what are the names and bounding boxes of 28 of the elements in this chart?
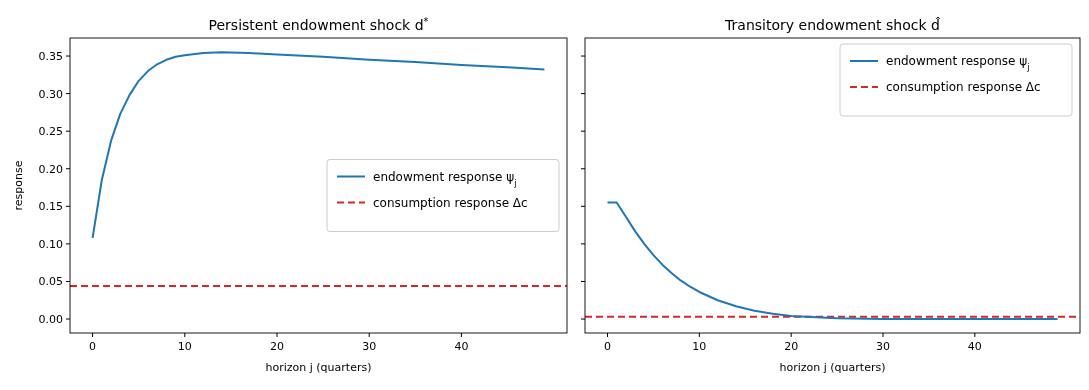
- y-tick-label: 0.05: [38, 275, 63, 289]
- x-tick-label: 20: [270, 340, 285, 353]
- y-axis-title: response: [12, 160, 25, 211]
- y-tick-label: 0.35: [38, 50, 63, 64]
- x-tick-label: 20: [784, 340, 799, 353]
- x-tick-label: 30: [362, 340, 377, 353]
- y-tick-label: 0.25: [38, 125, 63, 139]
- legend-label: endowment response ψ$_{j}$: [886, 54, 1030, 72]
- x-tick-label: 0: [89, 340, 97, 353]
- x-tick-label: 0: [604, 340, 611, 353]
- y-tick-label: 0.10: [38, 237, 63, 251]
- y-tick-label: 0.15: [38, 200, 63, 214]
- x-tick-label: 10: [692, 340, 707, 353]
- y-tick-label: 0.30: [38, 87, 63, 101]
- x-axis-title: horizon j (quarters): [779, 361, 886, 374]
- legend-label: consumption response Δc: [373, 195, 528, 210]
- legend-label: consumption response Δc: [886, 80, 1041, 94]
- y-tick-label: 0.00: [38, 313, 63, 327]
- x-tick-label: 10: [177, 340, 192, 353]
- legend-label: endowment response ψ$_{j}$: [373, 169, 517, 188]
- x-tick-label: 30: [876, 340, 891, 353]
- x-axis-title: horizon j (quarters): [265, 361, 372, 374]
- x-tick-label: 40: [967, 340, 982, 353]
- chart-title: Persistent endowment shock d$^{*}$: [208, 15, 429, 33]
- x-tick-label: 40: [454, 340, 469, 353]
- chart-title: Transitory endowment shock d̂: [724, 17, 941, 33]
- y-tick-label: 0.20: [38, 162, 63, 176]
- line-series: [91, 51, 546, 239]
